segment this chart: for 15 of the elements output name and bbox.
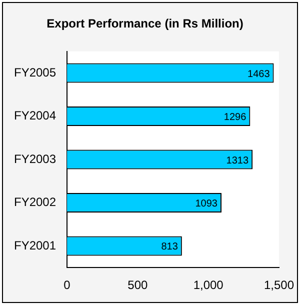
data-label: 1313: [226, 155, 249, 166]
x-tick-label: 0: [64, 278, 71, 292]
data-label: 1296: [224, 112, 247, 124]
y-tick-label: FY2001: [14, 238, 56, 252]
x-tick-label: 1,500: [264, 278, 294, 292]
chart-title: Export Performance (in Rs Million): [46, 16, 244, 31]
x-tick-label: 500: [128, 278, 148, 292]
data-label: 813: [161, 242, 178, 253]
y-tick-label: FY2005: [14, 65, 56, 80]
x-tick-label: 1,000: [193, 278, 224, 292]
y-tick-label: FY2002: [14, 195, 56, 210]
data-label: 1093: [195, 198, 218, 210]
y-tick-label: FY2003: [14, 152, 56, 166]
data-label: 1463: [248, 68, 270, 80]
y-tick-label: FY2004: [14, 108, 56, 123]
